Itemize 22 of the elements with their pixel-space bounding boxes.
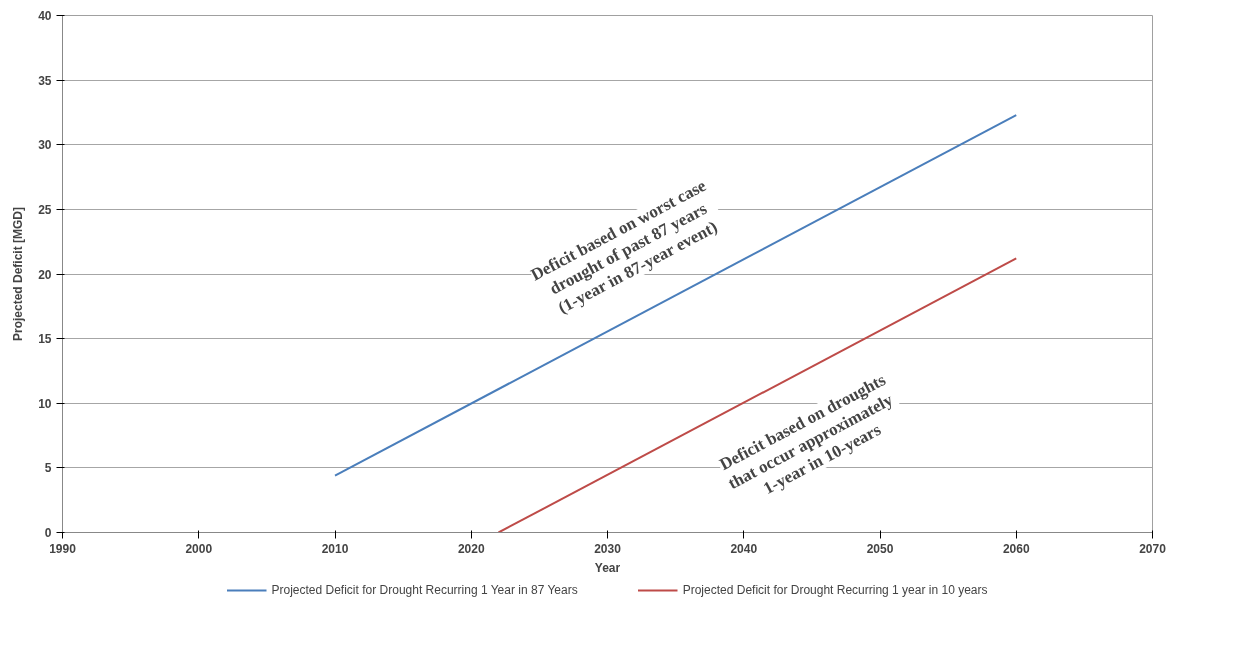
x-tick-label: 2010 — [321, 541, 349, 556]
x-tick-label: 2040 — [730, 541, 758, 556]
y-tick-label: 20 — [38, 267, 52, 282]
x-tick-label: 2030 — [594, 541, 622, 556]
y-tick-label: 40 — [38, 9, 52, 23]
y-tick-label: 15 — [38, 332, 52, 347]
x-tick-label: 1990 — [49, 541, 77, 556]
x-tick-label: 2050 — [866, 541, 894, 556]
x-tick-label: 2070 — [1139, 541, 1167, 556]
y-tick-label: 30 — [38, 138, 52, 153]
y-tick-label: 0 — [44, 526, 52, 540]
x-tick-label: 2000 — [185, 541, 213, 556]
x-tick-label: 2060 — [1002, 541, 1030, 556]
y-tick-label: 10 — [38, 396, 52, 411]
x-axis-title: Year — [594, 560, 621, 575]
x-tick-label: 2020 — [457, 541, 485, 556]
legend-label: Projected Deficit for Drought Recurring 1 Year in 87 Years — [271, 583, 578, 597]
y-tick-label: 25 — [38, 202, 52, 217]
legend-label: Projected Deficit for Drought Recurring 1 year in 10 years — [682, 583, 988, 597]
y-axis-title: Projected Deficit [MGD] — [11, 206, 26, 342]
y-tick-label: 35 — [38, 73, 52, 88]
y-tick-label: 5 — [44, 461, 52, 476]
